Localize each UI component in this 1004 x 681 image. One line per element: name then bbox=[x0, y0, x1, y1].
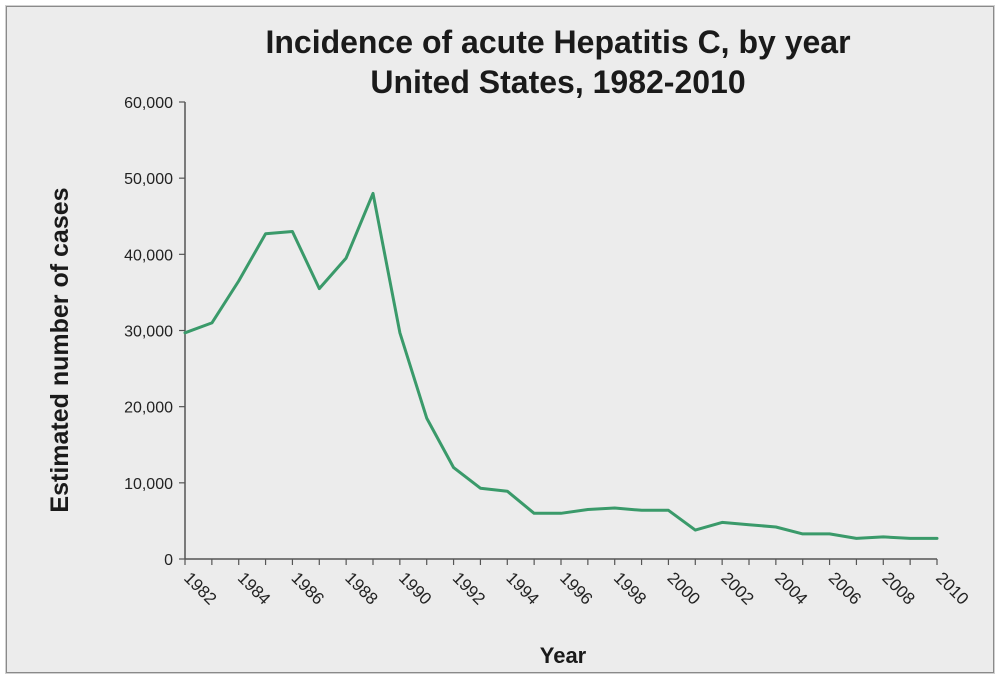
data-point bbox=[398, 331, 402, 335]
data-point bbox=[640, 508, 644, 512]
y-tick-label: 40,000 bbox=[124, 247, 173, 264]
data-point bbox=[935, 536, 939, 540]
x-tick-label: 1996 bbox=[556, 568, 596, 608]
x-axis-ticks: 1982 1984 1986 1988 1990 1992 1994 1996 1998 2000… bbox=[180, 559, 972, 609]
x-tick-label: 1986 bbox=[288, 568, 328, 608]
series-line bbox=[183, 191, 939, 540]
data-point bbox=[693, 528, 697, 532]
chart-title: Incidence of acute Hepatitis C, by year bbox=[265, 24, 850, 60]
x-tick-label: 2004 bbox=[771, 568, 811, 608]
data-point bbox=[908, 536, 912, 540]
x-tick-label: 2000 bbox=[664, 568, 704, 608]
data-point bbox=[586, 507, 590, 511]
x-axis-title: Year bbox=[540, 643, 587, 668]
data-point bbox=[881, 535, 885, 539]
data-point bbox=[666, 508, 670, 512]
data-point bbox=[854, 536, 858, 540]
x-tick-label: 1982 bbox=[180, 568, 220, 608]
data-point bbox=[264, 232, 268, 236]
y-axis-ticks: 0 10,000 20,000 30,000 40,000 50,000 60,000 bbox=[124, 95, 185, 569]
y-tick-label: 0 bbox=[164, 552, 173, 569]
y-tick-label: 20,000 bbox=[124, 400, 173, 417]
x-tick-label: 1990 bbox=[395, 568, 435, 608]
series-points bbox=[183, 191, 939, 540]
data-point bbox=[747, 523, 751, 527]
data-point bbox=[478, 486, 482, 490]
data-point bbox=[720, 520, 724, 524]
y-axis-title: Estimated number of cases bbox=[46, 187, 74, 512]
x-tick-label: 1984 bbox=[234, 568, 274, 608]
data-point bbox=[237, 279, 241, 283]
y-tick-label: 60,000 bbox=[124, 95, 173, 112]
x-tick-label: 1998 bbox=[610, 568, 650, 608]
x-tick-label: 1992 bbox=[449, 568, 489, 608]
data-point bbox=[210, 321, 214, 325]
data-point bbox=[828, 532, 832, 536]
y-tick-label: 30,000 bbox=[124, 324, 173, 341]
data-point bbox=[559, 511, 563, 515]
x-tick-label: 2008 bbox=[878, 568, 918, 608]
x-tick-label: 2006 bbox=[825, 568, 865, 608]
x-tick-label: 1988 bbox=[341, 568, 381, 608]
data-point bbox=[183, 331, 187, 335]
data-point bbox=[532, 511, 536, 515]
chart-subtitle: United States, 1982-2010 bbox=[370, 64, 745, 100]
x-tick-label: 2002 bbox=[717, 568, 757, 608]
data-point bbox=[344, 256, 348, 260]
data-point bbox=[371, 191, 375, 195]
data-point bbox=[290, 229, 294, 233]
data-point bbox=[425, 416, 429, 420]
y-tick-label: 50,000 bbox=[124, 171, 173, 188]
data-point bbox=[774, 525, 778, 529]
data-point bbox=[801, 532, 805, 536]
data-point bbox=[505, 489, 509, 493]
y-tick-label: 10,000 bbox=[124, 476, 173, 493]
data-point bbox=[317, 287, 321, 291]
x-tick-label: 1994 bbox=[502, 568, 542, 608]
data-point bbox=[452, 466, 456, 470]
data-point bbox=[613, 506, 617, 510]
x-tick-label: 2010 bbox=[932, 568, 972, 608]
